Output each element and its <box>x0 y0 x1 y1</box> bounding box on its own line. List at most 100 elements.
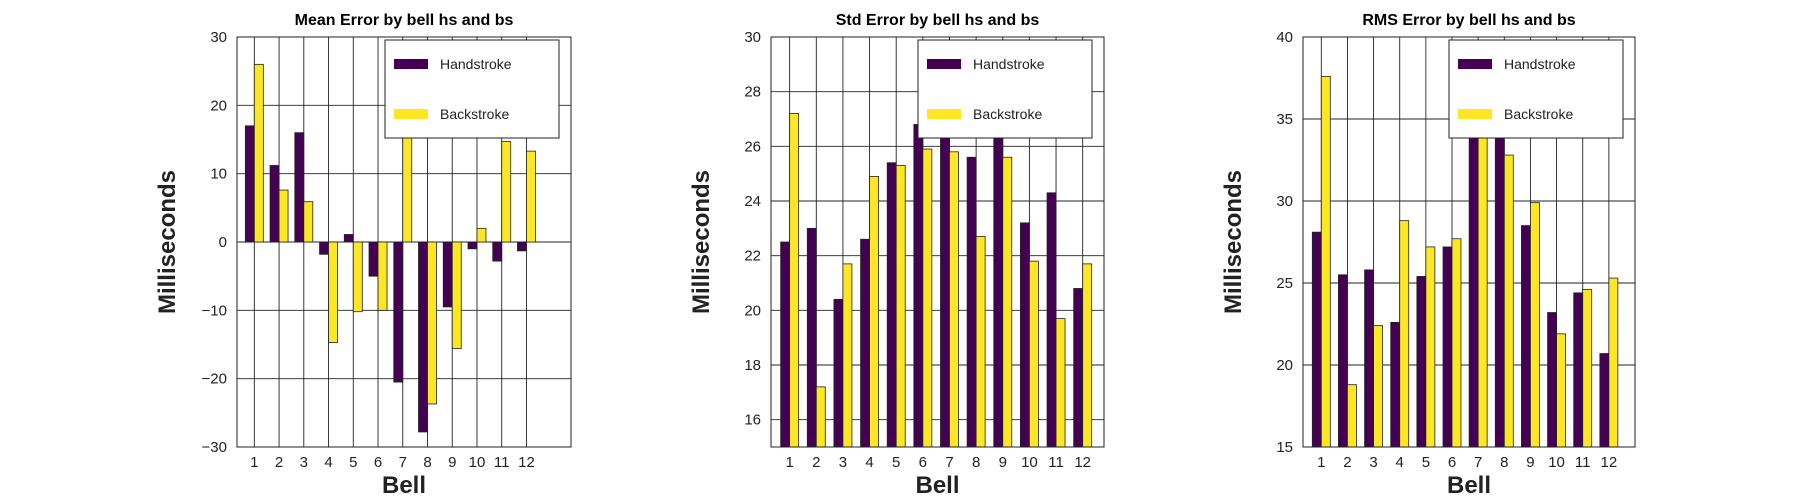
x-tick-label: 4 <box>865 454 873 471</box>
chart-title: Std Error by bell hs and bs <box>836 12 1040 29</box>
chart-title: Mean Error by bell hs and bs <box>295 12 514 29</box>
y-tick-label: 24 <box>744 193 761 210</box>
y-tick-label: 25 <box>1276 275 1293 292</box>
y-tick-label: 15 <box>1276 439 1293 456</box>
bar-backstroke-bell-1 <box>789 113 800 448</box>
y-axis-label: Milliseconds <box>1220 170 1247 314</box>
plot-frame <box>1302 36 1636 448</box>
bar-handstroke-bell-12 <box>1073 288 1084 448</box>
x-tick-label: 6 <box>374 454 382 471</box>
y-axis-label: Milliseconds <box>154 170 181 314</box>
x-tick-label: 2 <box>275 454 283 471</box>
bar-handstroke-bell-9 <box>993 121 1004 448</box>
y-tick-label: 10 <box>210 166 227 183</box>
legend-box <box>917 39 1093 139</box>
bar-handstroke-bell-10 <box>467 241 478 250</box>
bar-backstroke-bell-3 <box>303 201 314 243</box>
bar-backstroke-bell-9 <box>451 241 462 349</box>
legend-label-handstroke: Handstroke <box>973 56 1045 72</box>
bar-handstroke-bell-3 <box>1364 269 1374 448</box>
x-tick-label: 5 <box>1422 454 1430 471</box>
legend-label-backstroke: Backstroke <box>440 106 509 122</box>
bar-backstroke-bell-8 <box>975 236 986 448</box>
y-tick-label: 16 <box>744 412 761 429</box>
bar-handstroke-bell-4 <box>319 241 329 255</box>
bar-backstroke-bell-10 <box>476 227 487 243</box>
x-tick-label: 2 <box>812 454 820 471</box>
bar-handstroke-bell-5 <box>886 162 897 448</box>
bar-backstroke-bell-12 <box>1082 263 1093 448</box>
legend: Handstroke Backstroke <box>917 39 1093 139</box>
x-tick-label: 2 <box>1343 454 1351 471</box>
bar-backstroke-bell-8 <box>427 241 437 405</box>
bar-handstroke-bell-2 <box>806 227 817 448</box>
x-tick-label: 8 <box>1500 454 1508 471</box>
bar-backstroke-bell-2 <box>278 189 289 243</box>
y-tick-label: 20 <box>210 97 227 114</box>
legend-swatch-handstroke <box>1458 59 1492 69</box>
bar-handstroke-bell-1 <box>244 125 255 243</box>
bar-handstroke-bell-6 <box>913 124 924 448</box>
bar-backstroke-bell-11 <box>1055 318 1066 448</box>
x-tick-label: 7 <box>945 454 953 471</box>
bar-backstroke-bell-6 <box>1451 238 1462 448</box>
y-tick-label: 28 <box>744 84 761 101</box>
x-tick-label: 3 <box>1369 454 1377 471</box>
x-tick-label: 12 <box>518 454 535 471</box>
x-tick-label: 9 <box>999 454 1007 471</box>
y-tick-label: 40 <box>1276 29 1293 46</box>
x-tick-label: 3 <box>300 454 308 471</box>
bar-backstroke-bell-7 <box>1477 97 1488 448</box>
x-tick-label: 10 <box>1548 454 1565 471</box>
x-tick-label: 1 <box>1317 454 1325 471</box>
bar-backstroke-bell-4 <box>869 175 879 448</box>
bar-handstroke-bell-6 <box>368 241 379 277</box>
y-tick-label: 35 <box>1276 111 1293 128</box>
x-tick-label: 8 <box>423 454 431 471</box>
bar-backstroke-bell-7 <box>949 151 959 448</box>
y-tick-label: 30 <box>1276 193 1293 210</box>
bar-backstroke-bell-3 <box>842 263 853 448</box>
bar-backstroke-bell-5 <box>895 165 906 448</box>
bar-handstroke-bell-1 <box>780 241 791 448</box>
bar-handstroke-bell-11 <box>1573 292 1584 448</box>
x-tick-label: 1 <box>250 454 258 471</box>
bar-handstroke-bell-5 <box>1416 276 1427 448</box>
bar-backstroke-bell-11 <box>1582 289 1593 448</box>
y-tick-label: 26 <box>744 138 761 155</box>
bar-handstroke-bell-4 <box>1390 321 1401 448</box>
x-axis-label: Bell <box>382 472 426 499</box>
bar-backstroke-bell-6 <box>922 148 933 448</box>
bar-handstroke-bell-10 <box>1020 222 1030 448</box>
legend-label-backstroke: Backstroke <box>973 106 1042 122</box>
bar-handstroke-bell-7 <box>940 102 950 448</box>
bar-handstroke-bell-7 <box>393 241 404 383</box>
bar-backstroke-bell-9 <box>1002 156 1013 448</box>
bar-backstroke-bell-2 <box>815 386 826 448</box>
bar-backstroke-bell-4 <box>328 241 338 343</box>
y-tick-label: −10 <box>202 302 227 319</box>
legend-box <box>384 39 560 139</box>
y-axis-label: Milliseconds <box>688 170 715 314</box>
bar-handstroke-bell-2 <box>1338 274 1348 448</box>
x-tick-label: 3 <box>839 454 847 471</box>
bar-backstroke-bell-4 <box>1399 220 1410 448</box>
legend: Handstroke Backstroke <box>384 39 560 139</box>
legend-swatch-handstroke <box>927 59 961 69</box>
legend-label-handstroke: Handstroke <box>1504 56 1576 72</box>
bar-backstroke-bell-8 <box>1503 154 1514 448</box>
bar-handstroke-bell-2 <box>269 165 280 243</box>
x-tick-label: 9 <box>1526 454 1534 471</box>
bar-handstroke-bell-6 <box>1442 246 1453 448</box>
bar-backstroke-bell-11 <box>501 141 512 243</box>
x-tick-label: 6 <box>919 454 927 471</box>
y-tick-label: 18 <box>744 357 761 374</box>
x-tick-label: 4 <box>324 454 332 471</box>
x-tick-label: 9 <box>448 454 456 471</box>
y-tick-label: 30 <box>210 29 227 46</box>
bar-handstroke-bell-9 <box>442 241 453 308</box>
legend-swatch-handstroke <box>394 59 428 69</box>
legend-swatch-backstroke <box>1458 109 1492 119</box>
